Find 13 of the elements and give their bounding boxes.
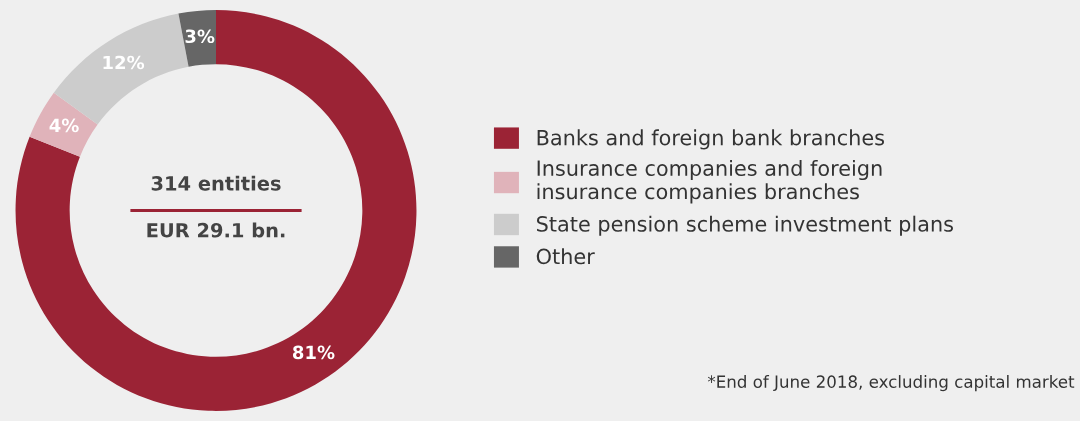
donut-slice (15, 10, 417, 411)
donut-slice (178, 10, 216, 67)
legend-label: Other (536, 248, 595, 265)
donut-slice (29, 92, 98, 157)
text: 314 entities (151, 175, 281, 191)
legend-label: State pension scheme investment plans (536, 215, 953, 236)
data-label: 3% (185, 29, 215, 44)
data-label: 81% (292, 345, 335, 360)
text: *End of June 2018, excluding capital market (707, 375, 1075, 392)
legend-label: Banks and foreign bank branches (537, 129, 885, 150)
data-label: 4% (49, 118, 79, 133)
legend-label: Insurance companies and foreign insurance companies branches (537, 159, 882, 204)
text: EUR 29.1 bn. (147, 222, 285, 238)
